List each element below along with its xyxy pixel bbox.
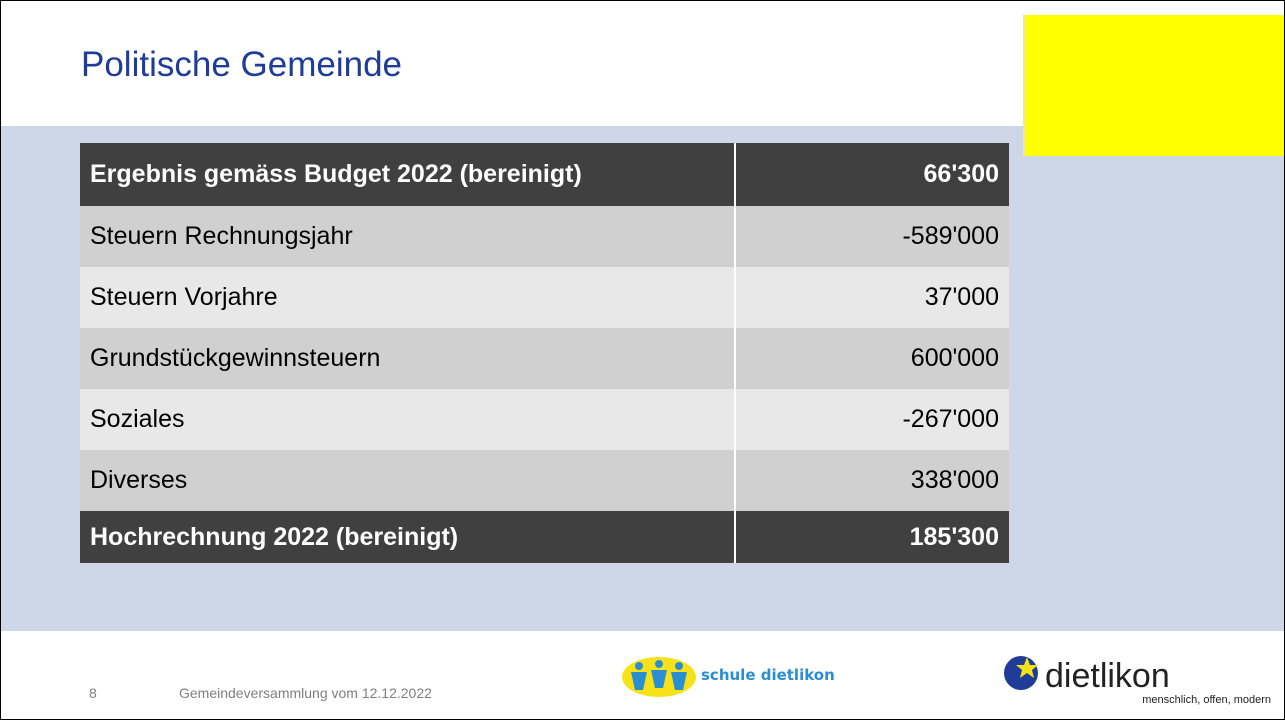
total-value: 185'300 bbox=[734, 511, 1009, 563]
row-label: Diverses bbox=[80, 450, 735, 511]
town-logo: dietlikon menschlich, offen, modern bbox=[1004, 656, 1271, 706]
table-row: Steuern Rechnungsjahr -589'000 bbox=[80, 206, 1009, 267]
row-value: -589'000 bbox=[734, 206, 1009, 267]
row-label: Steuern Rechnungsjahr bbox=[80, 206, 735, 267]
row-value: 600'000 bbox=[734, 328, 1009, 389]
town-logo-text: dietlikon bbox=[1045, 657, 1170, 695]
footer-text: Gemeindeversammlung vom 12.12.2022 bbox=[179, 685, 432, 701]
header-row: Ergebnis gemäss Budget 2022 (bereinigt) … bbox=[80, 143, 1009, 206]
header-value: 66'300 bbox=[734, 143, 1009, 206]
row-value: 338'000 bbox=[734, 450, 1009, 511]
town-tagline: menschlich, offen, modern bbox=[1142, 694, 1271, 706]
table: Ergebnis gemäss Budget 2022 (bereinigt) … bbox=[80, 143, 1009, 563]
table-row: Steuern Vorjahre 37'000 bbox=[80, 267, 1009, 328]
total-label: Hochrechnung 2022 (bereinigt) bbox=[80, 511, 735, 563]
page-number: 8 bbox=[89, 685, 97, 701]
total-row: Hochrechnung 2022 (bereinigt) 185'300 bbox=[80, 511, 1009, 563]
yellow-box bbox=[1023, 15, 1284, 156]
row-value: 37'000 bbox=[734, 267, 1009, 328]
slide-title: Politische Gemeinde bbox=[81, 45, 402, 84]
school-logo: schule dietlikon bbox=[622, 657, 835, 697]
header-label: Ergebnis gemäss Budget 2022 (bereinigt) bbox=[80, 143, 735, 206]
table-row: Soziales -267'000 bbox=[80, 389, 1009, 450]
row-label: Grundstückgewinnsteuern bbox=[80, 328, 735, 389]
table-row: Grundstückgewinnsteuern 600'000 bbox=[80, 328, 1009, 389]
row-label: Steuern Vorjahre bbox=[80, 267, 735, 328]
school-logo-text: schule dietlikon bbox=[701, 666, 835, 684]
table-row: Diverses 338'000 bbox=[80, 450, 1009, 511]
row-value: -267'000 bbox=[734, 389, 1009, 450]
row-label: Soziales bbox=[80, 389, 735, 450]
